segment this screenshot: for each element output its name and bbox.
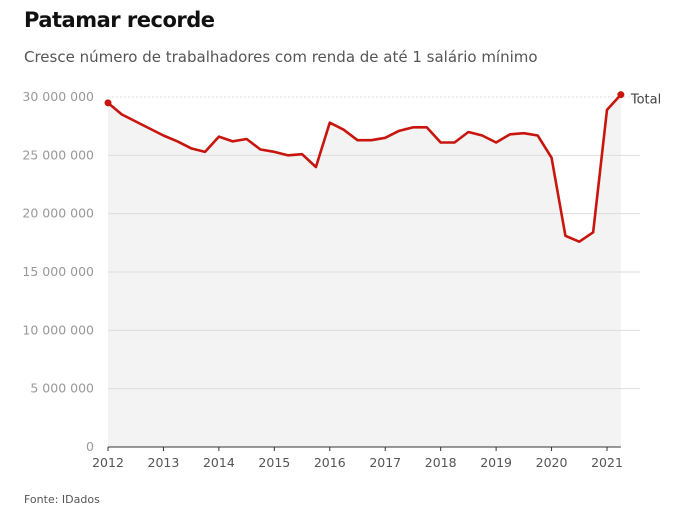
x-tick-label: 2014 <box>203 455 235 470</box>
y-tick-label: 30 000 000 <box>22 89 94 104</box>
x-tick-label: 2013 <box>148 455 180 470</box>
y-tick-label: 10 000 000 <box>22 322 94 337</box>
series-line-total <box>107 93 622 243</box>
x-tick-label: 2020 <box>536 455 568 470</box>
y-tick-label: 0 <box>86 439 94 454</box>
chart-title: Patamar recorde <box>24 8 215 32</box>
source-note: Fonte: IDados <box>24 493 100 506</box>
data-point <box>104 99 112 107</box>
data-point <box>617 91 625 99</box>
x-tick-label: 2012 <box>92 455 124 470</box>
y-tick-label: 20 000 000 <box>22 206 94 221</box>
chart-subtitle: Cresce número de trabalhadores com renda… <box>24 48 538 66</box>
y-tick-label: 5 000 000 <box>30 381 94 396</box>
x-tick-label: 2015 <box>258 455 290 470</box>
y-tick-label: 15 000 000 <box>22 264 94 279</box>
x-tick-label: 2019 <box>480 455 512 470</box>
series-label-total: Total <box>630 93 661 108</box>
y-tick-label: 25 000 000 <box>22 147 94 162</box>
x-tick-label: 2017 <box>369 455 401 470</box>
x-tick-label: 2018 <box>425 455 457 470</box>
area-fill <box>108 94 621 448</box>
x-tick-label: 2021 <box>591 455 623 470</box>
x-tick-label: 2016 <box>314 455 346 470</box>
